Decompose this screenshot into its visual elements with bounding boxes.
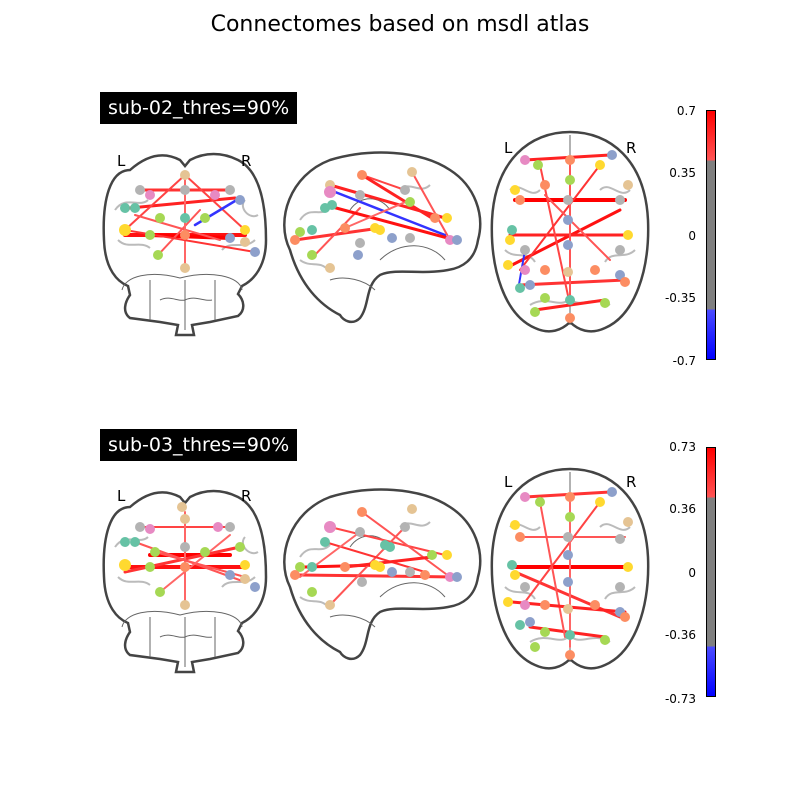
colorbar-tick-max: 0.73 xyxy=(669,440,696,454)
colorbar xyxy=(706,447,716,697)
glass-brain-views xyxy=(102,130,650,337)
axial-left-marker: L xyxy=(504,139,513,157)
colorbar-tick-upper: 0.36 xyxy=(669,502,696,516)
coronal-right-marker: R xyxy=(241,487,252,505)
connectome-nodes xyxy=(119,487,633,660)
panel-label: sub-03_thres=90% xyxy=(100,429,298,461)
connectome-panel-sub-03: sub-03_thres=90% L R L R 0.73 0.36 0 -0.… xyxy=(0,427,800,767)
colorbar-tick-min: -0.7 xyxy=(672,354,696,368)
axial-right-marker: R xyxy=(626,139,637,157)
colorbar xyxy=(706,110,716,360)
axial-left-marker: L xyxy=(504,473,513,491)
colorbar-tick-zero: 0 xyxy=(688,229,696,243)
axial-right-marker: R xyxy=(626,473,637,491)
coronal-right-marker: R xyxy=(241,152,252,170)
colorbar-tick-lower: -0.36 xyxy=(664,628,696,642)
colorbar-tick-max: 0.7 xyxy=(676,104,696,118)
panel-label: sub-02_thres=90% xyxy=(100,92,298,124)
figure-title: Connectomes based on msdl atlas xyxy=(210,12,590,37)
connectome-nodes xyxy=(119,150,633,323)
coronal-left-marker: L xyxy=(117,487,126,505)
glass-brain-views xyxy=(102,467,650,674)
colorbar-tick-upper: 0.35 xyxy=(669,166,696,180)
coronal-left-marker: L xyxy=(117,152,126,170)
colorbar-tick-min: -0.73 xyxy=(664,692,696,706)
colorbar-tick-lower: -0.35 xyxy=(664,291,696,305)
connectome-panel-sub-02: sub-02_thres=90% L R L R 0.7 0.35 0 -0.3… xyxy=(0,90,800,430)
coronal-view xyxy=(102,152,268,337)
colorbar-tick-zero: 0 xyxy=(688,566,696,580)
